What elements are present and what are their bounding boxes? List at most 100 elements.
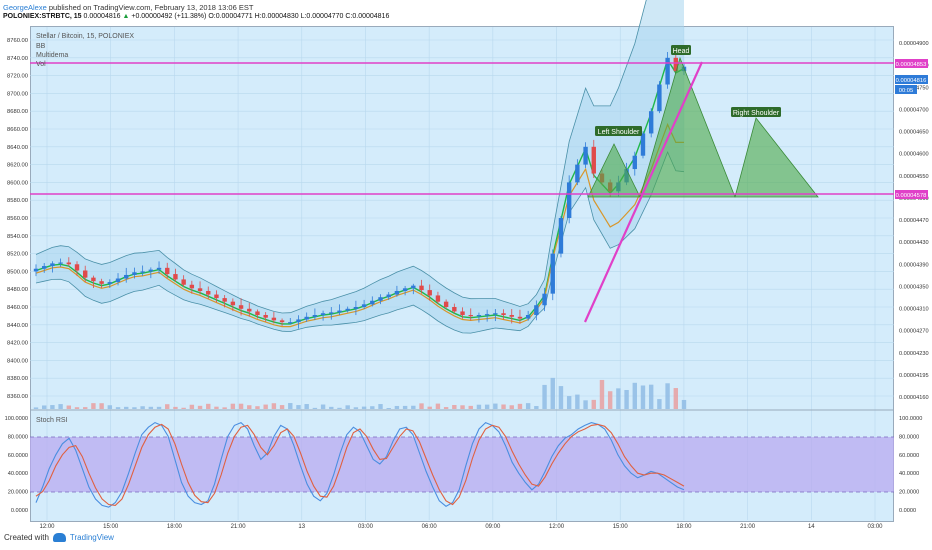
- right-axis-tick: 0.00004600: [899, 152, 929, 158]
- candle-body: [74, 264, 80, 271]
- left-axis-tick: 8740.00: [7, 56, 28, 62]
- volume-bar: [91, 403, 96, 409]
- head-label: Head: [673, 48, 690, 55]
- volume-bar: [173, 406, 178, 409]
- tradingview-link[interactable]: TradingView: [69, 533, 114, 542]
- candle-body: [534, 305, 539, 316]
- candle-body: [165, 267, 170, 275]
- candle-body: [443, 301, 449, 307]
- volume-bar: [402, 405, 408, 409]
- time-axis-tick: 12:00: [549, 524, 565, 530]
- candle-body: [640, 133, 646, 156]
- author-link[interactable]: GeorgeAlexe: [3, 3, 47, 12]
- candle-body: [320, 313, 326, 316]
- bollinger-band-fill: [36, 0, 684, 334]
- stoch-legend[interactable]: Stoch RSI: [36, 417, 68, 424]
- left-axis-tick: 8640.00: [7, 145, 28, 151]
- upper-price-tag-text: 0.00004853: [896, 62, 927, 68]
- candle-body: [665, 57, 670, 85]
- candle-body: [42, 266, 47, 269]
- volume-bar: [550, 377, 555, 409]
- volume-bar: [124, 406, 129, 409]
- volume-bar: [534, 406, 539, 409]
- volume-bar: [271, 403, 277, 409]
- volume-bar: [501, 404, 506, 409]
- volume-bar: [214, 406, 219, 409]
- right-axis-tick: 0.00004900: [899, 41, 929, 47]
- stoch-d-line: [35, 423, 685, 506]
- volume-bar: [83, 407, 88, 409]
- candle-body: [206, 290, 211, 295]
- candle-body: [452, 307, 457, 312]
- volume-bar: [575, 394, 580, 409]
- symbol-label: POLONIEX:STRBTC, 15: [3, 13, 82, 20]
- volume-bar: [50, 405, 55, 409]
- candle-body: [58, 262, 63, 264]
- volume-bar: [247, 405, 252, 409]
- volume-bar: [74, 407, 80, 409]
- time-axis-tick: 03:00: [358, 524, 374, 530]
- candle-body: [542, 293, 547, 306]
- volume-bar: [476, 404, 482, 409]
- volume-bar: [345, 405, 350, 409]
- volume-bar: [443, 407, 449, 409]
- high-value: 0.00004830: [261, 13, 299, 20]
- time-axis-tick: 21:00: [740, 524, 756, 530]
- candle-body: [132, 272, 137, 275]
- time-axis-tick: 09:00: [485, 524, 501, 530]
- volume-bar: [460, 405, 465, 409]
- stoch-left-tick: 20.0000: [8, 490, 28, 496]
- time-axis-tick: 21:00: [231, 524, 247, 530]
- volume-bar: [156, 406, 162, 409]
- right-shoulder-label: Right Shoulder: [733, 110, 780, 117]
- candle-body: [632, 155, 637, 170]
- candle-body: [173, 274, 178, 280]
- right-price-axis: 0.000049000.000048000.000047500.00004700…: [899, 41, 929, 401]
- volume-bar: [132, 407, 137, 409]
- countdown-tag: [895, 85, 917, 94]
- volume-bar: [632, 382, 637, 409]
- time-axis-tick: 18:00: [167, 524, 183, 530]
- candle-body: [255, 311, 260, 316]
- volume-bar: [206, 403, 211, 409]
- volume-bar: [542, 384, 547, 409]
- left-axis-tick: 8520.00: [7, 252, 28, 258]
- current-price-tag-text: 0.00004816: [896, 78, 927, 84]
- volume-bar: [148, 406, 154, 409]
- bb-legend[interactable]: BB: [36, 43, 46, 50]
- volume-bar: [58, 404, 63, 409]
- time-axis-tick: 15:00: [613, 524, 629, 530]
- volume-bar: [296, 405, 301, 409]
- time-axis-tick: 06:00: [422, 524, 438, 530]
- volume-bar: [255, 406, 260, 409]
- right-axis-tick: 0.00004430: [899, 240, 929, 246]
- publish-text: published on TradingView.com, February 1…: [46, 3, 254, 12]
- volume-bar: [435, 403, 441, 409]
- left-axis-tick: 8480.00: [7, 287, 28, 293]
- left-shoulder-label-box: [595, 126, 642, 136]
- volume-bar: [624, 389, 629, 409]
- left-axis-tick: 8680.00: [7, 109, 28, 115]
- left-axis-tick: 8380.00: [7, 376, 28, 382]
- volume-bar: [452, 404, 457, 409]
- candles: [33, 51, 687, 329]
- right-axis-tick: 0.00004650: [899, 130, 929, 136]
- multidema-legend[interactable]: Multidema: [36, 52, 69, 59]
- volume-bar: [673, 388, 678, 409]
- right-axis-tick: 0.00004470: [899, 218, 929, 224]
- stoch-axis: 100.0000 100.0000 80.0000 80.0000 60.0000 60.…: [5, 416, 923, 514]
- candle-body: [115, 278, 121, 283]
- vol-legend[interactable]: Vol: [36, 61, 46, 68]
- candle-body: [345, 308, 350, 311]
- volume-bar: [329, 406, 334, 409]
- candle-body: [476, 315, 482, 317]
- volume-bar: [386, 407, 391, 409]
- volume-bar: [238, 403, 244, 409]
- candle-body: [214, 294, 219, 299]
- left-axis-tick: 8700.00: [7, 91, 28, 97]
- right-axis-tick: 0.00004550: [899, 174, 929, 180]
- candle-body: [394, 290, 400, 295]
- volume-bar: [230, 403, 236, 409]
- volume-bar: [599, 379, 605, 409]
